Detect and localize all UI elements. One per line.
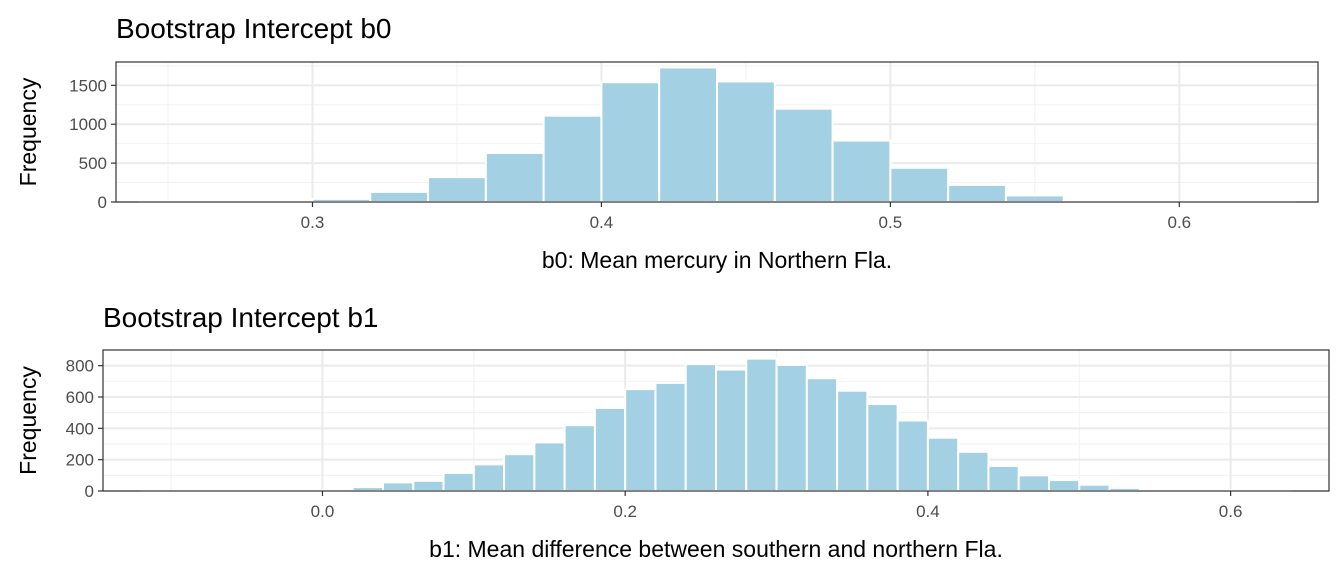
y-tick-label: 600 — [66, 388, 94, 407]
histogram-bar — [717, 81, 775, 202]
y-tick-label: 0 — [85, 482, 94, 501]
histogram-bar — [1079, 485, 1109, 491]
histogram-bar — [486, 153, 544, 202]
x-axis-label: b0: Mean mercury in Northern Fla. — [542, 247, 892, 273]
histogram-bar — [444, 473, 474, 491]
histogram-bar — [928, 438, 958, 491]
x-tick-label: 0.6 — [1219, 502, 1243, 521]
x-tick-label: 0.0 — [311, 502, 335, 521]
histogram-bar — [746, 359, 776, 491]
histogram-bar — [413, 481, 443, 491]
histogram-bar — [716, 370, 746, 491]
histogram-bar — [601, 82, 659, 202]
chart-title: Bootstrap Intercept b0 — [116, 13, 392, 44]
histogram-bar — [686, 364, 716, 491]
histogram-bar — [565, 425, 595, 491]
histogram-bar — [595, 408, 625, 491]
histogram-bar — [777, 365, 807, 491]
x-tick-label: 0.2 — [613, 502, 637, 521]
x-tick-label: 0.4 — [916, 502, 940, 521]
x-tick-label: 0.4 — [590, 213, 614, 232]
histogram-bar — [534, 442, 564, 491]
y-tick-label: 800 — [66, 357, 94, 376]
histogram-bar — [655, 383, 685, 491]
histogram-bar — [544, 116, 602, 202]
chart-panel-1: 0.3 0.4 0.5 0.6 0 500 1000 1500 Bootstrap Interc… — [15, 13, 1318, 273]
x-tick-label: 0.3 — [301, 213, 325, 232]
histogram-bar — [837, 391, 867, 491]
y-tick-label: 0 — [98, 193, 107, 212]
histogram-bar — [833, 141, 891, 202]
histogram-bar — [988, 466, 1018, 491]
chart-title: Bootstrap Intercept b1 — [103, 302, 379, 333]
y-tick-label: 200 — [66, 451, 94, 470]
histogram-bar — [625, 389, 655, 491]
y-axis-label: Frequency — [15, 77, 41, 186]
histogram-bar — [1019, 475, 1049, 491]
y-tick-label: 500 — [79, 154, 107, 173]
histogram-bar — [775, 109, 833, 202]
x-axis-label: b1: Mean difference between southern and… — [429, 536, 1003, 562]
y-tick-label: 400 — [66, 419, 94, 438]
histogram-bar — [370, 192, 428, 202]
y-axis-label: Frequency — [15, 366, 41, 475]
histogram-bar — [474, 464, 504, 491]
histogram-bar — [428, 177, 486, 202]
histogram-bar — [898, 421, 928, 492]
chart-panel-2: 0.0 0.2 0.4 0.6 0 200 400 600 800 Bootstrap Inter… — [15, 302, 1329, 562]
histogram-bar — [867, 404, 897, 491]
x-tick-label: 0.6 — [1167, 213, 1191, 232]
y-tick-label: 1000 — [69, 115, 107, 134]
histogram-bar — [948, 185, 1006, 202]
histogram-bar — [1006, 195, 1064, 202]
histogram-bar — [504, 454, 534, 491]
histogram-bar — [1049, 480, 1079, 491]
histogram-bar — [383, 482, 413, 491]
histogram-bar — [890, 168, 948, 202]
y-tick-label: 1500 — [69, 76, 107, 95]
histogram-bar — [807, 378, 837, 491]
histogram-bar — [958, 452, 988, 491]
x-tick-label: 0.5 — [879, 213, 903, 232]
histogram-bar — [659, 67, 717, 202]
